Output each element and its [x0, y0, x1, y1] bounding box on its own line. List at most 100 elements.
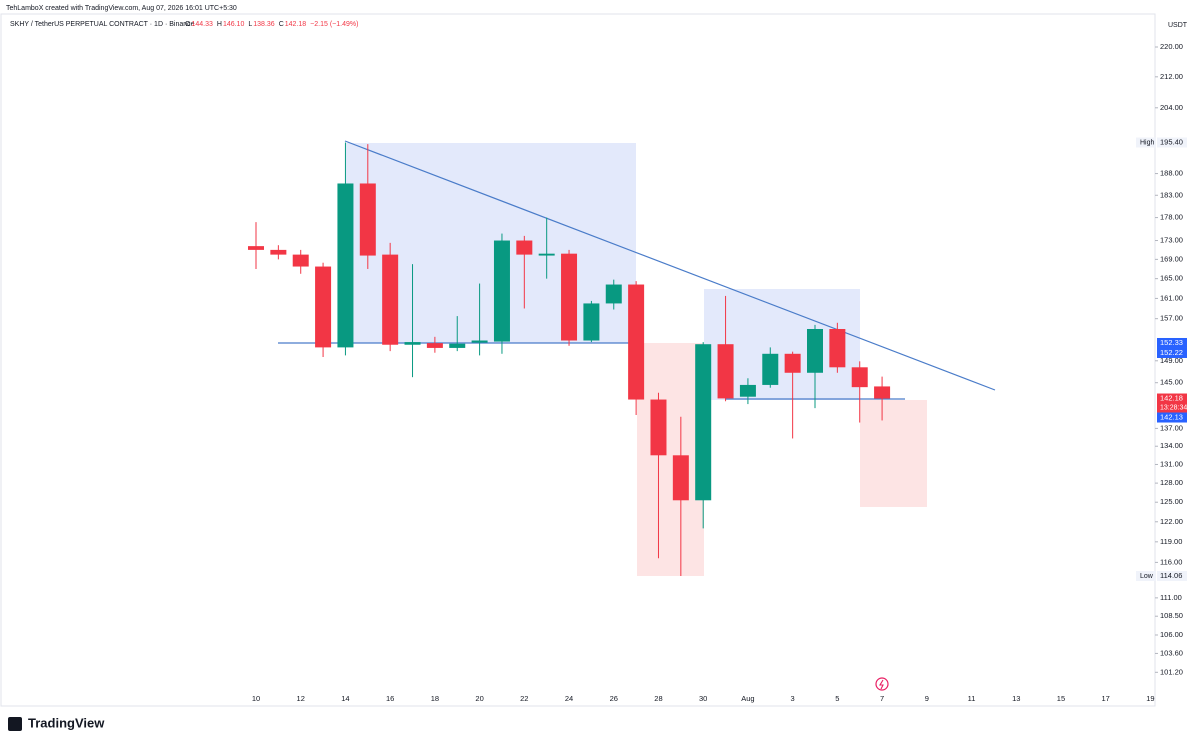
- legend-key: C: [279, 21, 284, 28]
- y-tick-label: 103.60: [1160, 648, 1183, 657]
- plot-frame: [0, 13, 1156, 707]
- x-tick-label: 12: [297, 694, 305, 703]
- candle-body: [851, 367, 868, 388]
- price-tag-bg: [1136, 137, 1156, 148]
- candle-body: [717, 344, 734, 399]
- x-tick-label: Aug: [741, 694, 754, 703]
- x-tick-label: 10: [252, 694, 260, 703]
- y-tick-label: 212.00: [1160, 72, 1183, 81]
- price-tag: High: [1140, 139, 1155, 146]
- symbol: SKHY / TetherUS PERPETUAL CONTRACT · 1D …: [10, 21, 195, 28]
- y-tick-label: 122.00: [1160, 517, 1183, 526]
- x-tick-label: 24: [565, 694, 573, 703]
- candle-body: [874, 386, 891, 399]
- x-tick-label: 20: [475, 694, 483, 703]
- y-tick-label: 169.00: [1160, 254, 1183, 263]
- x-tick-label: 18: [431, 694, 439, 703]
- y-tick-label: 157.00: [1160, 314, 1183, 323]
- y-tick-label: 106.00: [1160, 630, 1183, 639]
- candle-body: [672, 455, 689, 501]
- candles: [248, 142, 891, 576]
- brand: TradingView: [28, 715, 105, 730]
- candle-body: [583, 303, 600, 341]
- y-tick-label: 188.00: [1160, 169, 1183, 178]
- candle-body: [292, 254, 309, 267]
- x-tick-label: 17: [1102, 694, 1110, 703]
- price-label-bg: [1157, 412, 1187, 423]
- candle-body: [248, 246, 264, 250]
- candle-body: [739, 384, 756, 397]
- y-tick-label: 173.00: [1160, 236, 1183, 245]
- legend-value: 144.33: [191, 21, 213, 28]
- legend-value: 146.10: [223, 21, 245, 28]
- author-line: TehLamboX created with TradingView.com, …: [6, 5, 237, 12]
- candle-body: [337, 183, 354, 348]
- axes: 220.00 212.00 204.00 188.00 183.00 178.00 173.…: [252, 42, 1188, 703]
- legend-key: L: [248, 21, 252, 28]
- y-tick-label: 183.00: [1160, 190, 1183, 199]
- target-box: [860, 400, 927, 507]
- y-tick-label: 108.50: [1160, 611, 1183, 620]
- x-tick-label: 7: [880, 694, 884, 703]
- x-tick-label: 15: [1057, 694, 1065, 703]
- legend-change: −2.15 (−1.49%): [310, 21, 358, 28]
- y-tick-label: 137.00: [1160, 423, 1183, 432]
- x-tick-label: 13: [1012, 694, 1020, 703]
- event-icon-bolt: [879, 679, 884, 690]
- y-tick-label: 116.00: [1160, 557, 1182, 566]
- candle-body: [784, 353, 801, 373]
- candle-body: [426, 343, 443, 348]
- y-tick-label: 220.00: [1160, 42, 1183, 51]
- legend-key: O: [185, 21, 191, 28]
- y-tick-label: 101.20: [1160, 667, 1183, 676]
- y-tick-label: 119.00: [1160, 537, 1182, 546]
- price-label: 142.18: [1160, 394, 1183, 403]
- y-tick-label: 178.00: [1160, 213, 1183, 222]
- candle-body: [382, 254, 399, 345]
- price-label: 152.22: [1160, 348, 1183, 357]
- x-tick-label: 26: [610, 694, 618, 703]
- ohlc-legend: O 144.33 H 146.10 L 138.36 C 142.18 −2.15 (−1.49…: [185, 21, 358, 28]
- x-tick-label: 11: [968, 694, 976, 703]
- price-tag-bg: [1136, 570, 1156, 581]
- price-label-bg: [1157, 570, 1187, 581]
- price-tag: Low: [1140, 573, 1154, 580]
- candle-body: [404, 342, 421, 345]
- candle-body: [628, 284, 645, 400]
- candle-body: [650, 399, 667, 456]
- target-box: [637, 343, 704, 576]
- trend-line: [344, 140, 996, 391]
- candle-body: [471, 340, 488, 343]
- price-label-bg: [1157, 137, 1187, 148]
- x-tick-label: 22: [520, 694, 528, 703]
- legend-value: 142.18: [285, 21, 307, 28]
- candle-body: [449, 343, 466, 348]
- x-tick-label: 16: [386, 694, 394, 703]
- candle-body: [605, 284, 622, 304]
- y-tick-label: 128.00: [1160, 478, 1183, 487]
- candle-body: [762, 353, 779, 385]
- y-tick-label: 111.00: [1160, 593, 1182, 602]
- price-label: 152.33: [1160, 338, 1183, 347]
- price-label: 114.06: [1160, 571, 1182, 580]
- price-label-bg: [1157, 393, 1187, 413]
- candle-body: [829, 328, 846, 368]
- y-tick-label: 204.00: [1160, 103, 1183, 112]
- candle-body: [493, 240, 510, 342]
- legend-value: 138.36: [253, 21, 275, 28]
- candle-body: [695, 344, 712, 501]
- brand-logo: [8, 717, 22, 731]
- candle-body: [270, 249, 287, 255]
- x-tick-label: 14: [341, 694, 349, 703]
- y-tick-label: 131.00: [1160, 459, 1183, 468]
- x-tick-label: 3: [791, 694, 795, 703]
- candle-body: [807, 328, 823, 373]
- currency: USDT: [1168, 22, 1188, 29]
- x-tick-label: 19: [1146, 694, 1154, 703]
- price-label-bg: [1157, 337, 1187, 348]
- event-icon[interactable]: [875, 677, 889, 691]
- candle-body: [359, 183, 376, 256]
- candle-body: [315, 266, 332, 348]
- y-tick-label: 161.00: [1160, 293, 1183, 302]
- x-tick-label: 9: [925, 694, 929, 703]
